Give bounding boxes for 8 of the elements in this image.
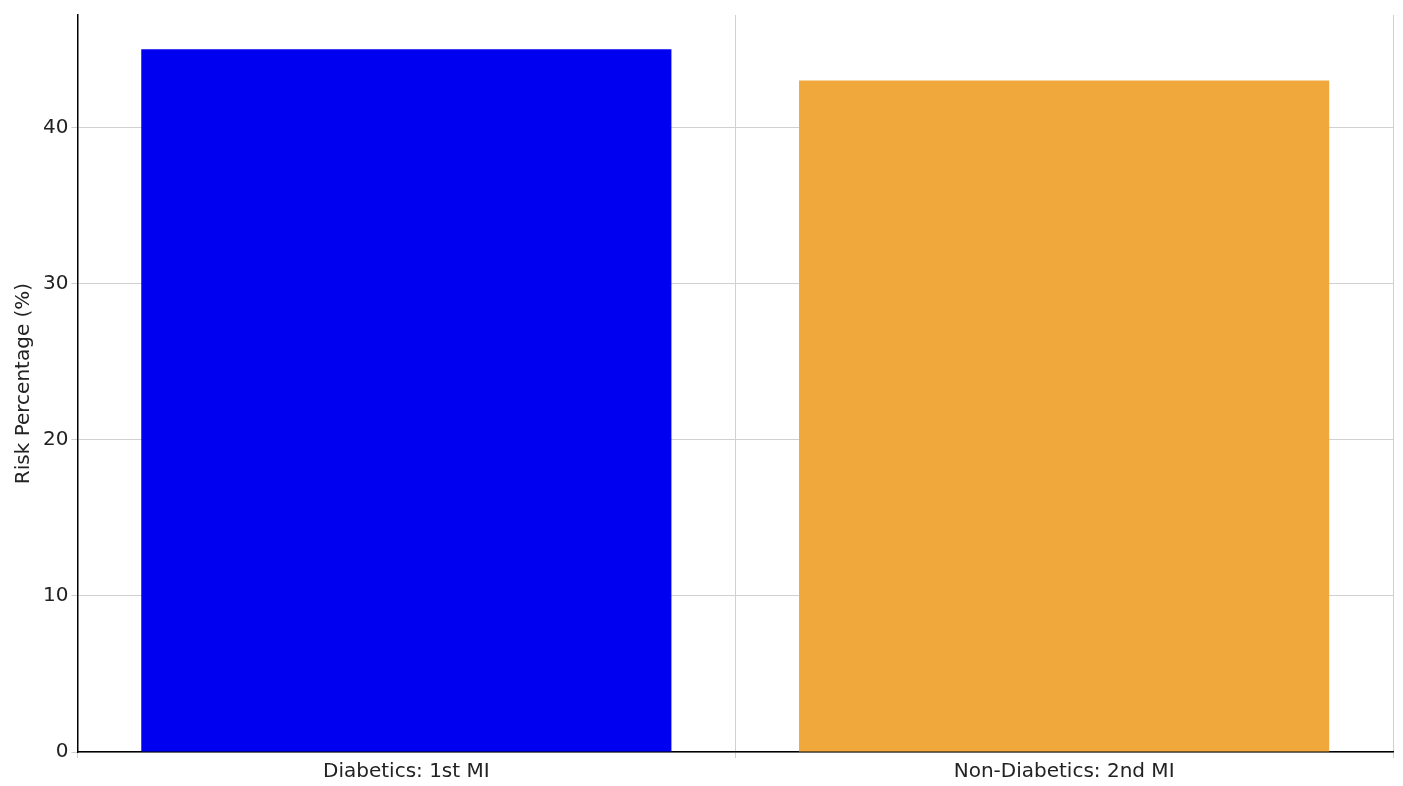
y-tick-label: 10 — [43, 582, 69, 607]
y-tick-label: 30 — [43, 269, 69, 294]
y-axis-title: Risk Percentage (%) — [10, 282, 35, 485]
x-tick-label: Diabetics: 1st MI — [323, 758, 490, 783]
y-tick-label: 40 — [43, 113, 69, 138]
y-tick-label: 20 — [43, 425, 69, 450]
x-tick-label: Non-Diabetics: 2nd MI — [953, 758, 1175, 783]
y-tick-label: 0 — [55, 738, 69, 763]
